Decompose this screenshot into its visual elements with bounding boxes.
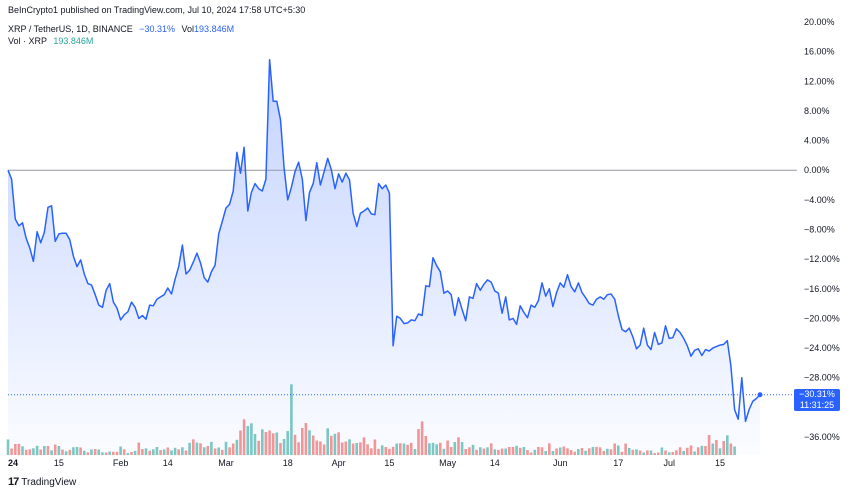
x-tick-label: May [439, 458, 457, 468]
x-tick-label: Feb [113, 458, 129, 468]
brand-name: TradingView [21, 477, 77, 488]
x-tick-label: 18 [283, 458, 293, 468]
performance-area [8, 59, 760, 456]
volume-series-value: 193.846M [53, 36, 94, 46]
x-tick-label: 24 [8, 458, 18, 468]
tradingview-logo-icon: 17 [8, 476, 19, 488]
x-tick-label: 17 [613, 458, 623, 468]
y-axis: 20.00% 16.00% 12.00% 8.00% 4.00% 0.00% −4.00% −… [804, 17, 840, 442]
y-tick-label: 16.00% [804, 47, 835, 57]
y-tick-label: 12.00% [804, 76, 835, 86]
change-value: −30.31% [139, 24, 176, 34]
y-tick-label: 8.00% [804, 106, 830, 116]
x-axis: 24 15 Feb 14 Mar 18 Apr 15 May 14 Jun 17 Jul 15 [8, 458, 725, 468]
vol-label: Vol [181, 24, 195, 34]
x-tick-label: 14 [490, 458, 500, 468]
y-tick-label: −16.00% [804, 284, 840, 294]
performance-line [7, 59, 761, 423]
tradingview-brand[interactable]: 17 TradingView [8, 476, 76, 488]
y-tick-label: −36.00% [804, 432, 840, 442]
publish-info: BeInCrypto1 published on TradingView.com… [8, 5, 306, 15]
symbol-legend: XRP / TetherUS, 1D, BINANCE −30.31% Vol1… [8, 24, 234, 34]
y-tick-label: −8.00% [804, 225, 835, 235]
y-tick-label: −12.00% [804, 254, 840, 264]
y-tick-label: −4.00% [804, 195, 835, 205]
y-tick-label: 20.00% [804, 17, 835, 27]
y-tick-label: −28.00% [804, 373, 840, 383]
vol-value: 193.846M [194, 24, 235, 34]
x-tick-label: 15 [715, 458, 725, 468]
volume-legend: Vol · XRP 193.846M [8, 36, 93, 46]
y-tick-label: 4.00% [804, 136, 830, 146]
volume-bar [6, 439, 10, 455]
symbol-name: XRP / TetherUS, 1D, BINANCE [8, 24, 133, 34]
x-tick-label: Apr [332, 458, 346, 468]
x-tick-label: Mar [218, 458, 234, 468]
x-tick-label: 15 [54, 458, 64, 468]
y-tick-label: −20.00% [804, 313, 840, 323]
volume-series-label: Vol · XRP [8, 36, 47, 46]
y-tick-label: 0.00% [804, 165, 830, 175]
y-tick-label: −24.00% [804, 343, 840, 353]
x-tick-label: Jun [553, 458, 568, 468]
countdown: 11:31:25 [799, 400, 835, 410]
last-value-tag: −30.31% 11:31:25 [794, 389, 840, 411]
last-point-marker [757, 392, 763, 398]
x-tick-label: Jul [663, 458, 675, 468]
last-percent: −30.31% [799, 389, 835, 399]
x-tick-label: 15 [384, 458, 394, 468]
x-tick-label: 14 [163, 458, 173, 468]
